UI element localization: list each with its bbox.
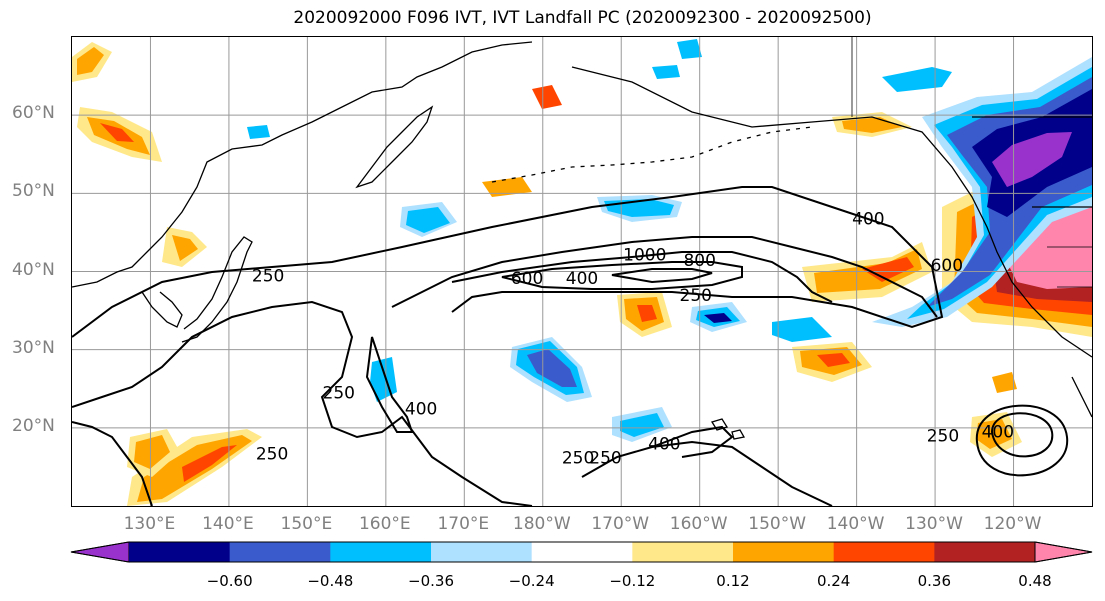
colorbar-outline (70, 541, 1093, 563)
coastlines (72, 37, 1092, 440)
contour-label: 600 (511, 269, 543, 289)
colorbar-tick-label: −0.60 (206, 572, 253, 590)
colorbar-segment (833, 542, 935, 562)
contour-sub2 (651, 425, 734, 458)
korea-coast (141, 291, 183, 328)
longitude-label: 180°W (512, 514, 571, 534)
longitude-label: 170°E (437, 514, 490, 534)
contour-1000 (611, 268, 713, 284)
japan-coast (181, 236, 253, 343)
contour-ring-1 (990, 412, 1054, 458)
colorbar-segment (733, 542, 835, 562)
map-title: 2020092000 F096 IVT, IVT Landfall PC (20… (293, 8, 872, 28)
map-panel: 250 600 400 1000 800 250 400 600 250 400 250 250 250… (71, 36, 1093, 507)
latitude-label: 60°N (12, 103, 55, 124)
latitude-label: 20°N (12, 415, 55, 436)
colorbar-segment (531, 542, 633, 562)
longitude-label: 140°E (202, 514, 254, 534)
longitude-label: 120°W (983, 514, 1042, 534)
contour-label: 1000 (623, 245, 666, 265)
longitude-label: 170°W (591, 514, 650, 534)
longitude-label: 160°E (358, 514, 411, 534)
latitude-label: 50°N (12, 181, 55, 202)
contour-label: 250 (680, 286, 712, 306)
contour-label: 400 (852, 209, 884, 229)
colorbar-segment (431, 542, 533, 562)
contour-label: 250 (323, 384, 355, 404)
colorbar-segment (129, 542, 231, 562)
pos-region-east (992, 372, 1017, 393)
colorbar-tick-label: 0.60 (1101, 572, 1105, 590)
colorbar-segment (330, 542, 432, 562)
contour-label: 400 (405, 399, 437, 419)
colorbar-extend-min (70, 541, 130, 563)
kamchatka-coast (355, 105, 434, 189)
contour-250-main (72, 186, 944, 338)
contour-label: 400 (566, 269, 598, 289)
contour-sub1 (581, 440, 833, 506)
contour-600 (451, 251, 833, 303)
contour-label: 250 (562, 449, 594, 469)
colorbar-segment (934, 542, 1036, 562)
ivt-contours (72, 186, 1069, 506)
contour-800 (501, 261, 743, 290)
contour-label: 250 (589, 449, 621, 469)
colorbar-tick-label: −0.24 (508, 572, 555, 590)
grid-lines (72, 37, 1092, 506)
colorbar-segment (229, 542, 331, 562)
longitude-label: 150°W (748, 514, 807, 534)
hawaii (710, 418, 746, 440)
contour-ring-2 (975, 404, 1069, 477)
longitude-label: 140°W (826, 514, 885, 534)
aleutians (491, 126, 813, 183)
colorbar-tick-label: 0.48 (1018, 572, 1052, 590)
colorbar-tick-label: 0.12 (716, 572, 750, 590)
colorbar-tick-label: 0.36 (917, 572, 952, 590)
contour-mid-loop (365, 336, 414, 433)
contour-label: 250 (256, 445, 288, 465)
contour-south-pac (72, 421, 153, 506)
contour-label: 250 (252, 266, 284, 286)
contour-label: 800 (683, 251, 715, 271)
longitude-label: 130°W (905, 514, 963, 534)
longitude-label: 160°W (669, 514, 728, 534)
colorbar (70, 541, 1093, 563)
contour-250-south (72, 300, 533, 506)
colorbar-extend-max (1034, 541, 1093, 563)
contour-label: 400 (648, 434, 680, 454)
contour-label: 250 (927, 427, 959, 447)
longitude-label: 150°E (280, 514, 333, 534)
latitude-label: 40°N (12, 259, 55, 280)
contour-400 (391, 236, 938, 318)
contour-label: 400 (982, 423, 1014, 443)
alaska-coast (571, 66, 1092, 358)
colorbar-tick-label: −0.48 (307, 572, 354, 590)
contour-label: 600 (931, 256, 963, 276)
colorbar-tick-label: 0.24 (816, 572, 851, 590)
asia-coast (72, 41, 533, 288)
colorbar-segment (632, 542, 734, 562)
colorbar-tick-label: −0.36 (408, 572, 454, 590)
colorbar-tick-label: −0.12 (609, 572, 656, 590)
longitude-label: 130°E (123, 514, 176, 534)
latitude-label: 30°N (12, 337, 55, 358)
mexico-coast (1071, 376, 1092, 418)
